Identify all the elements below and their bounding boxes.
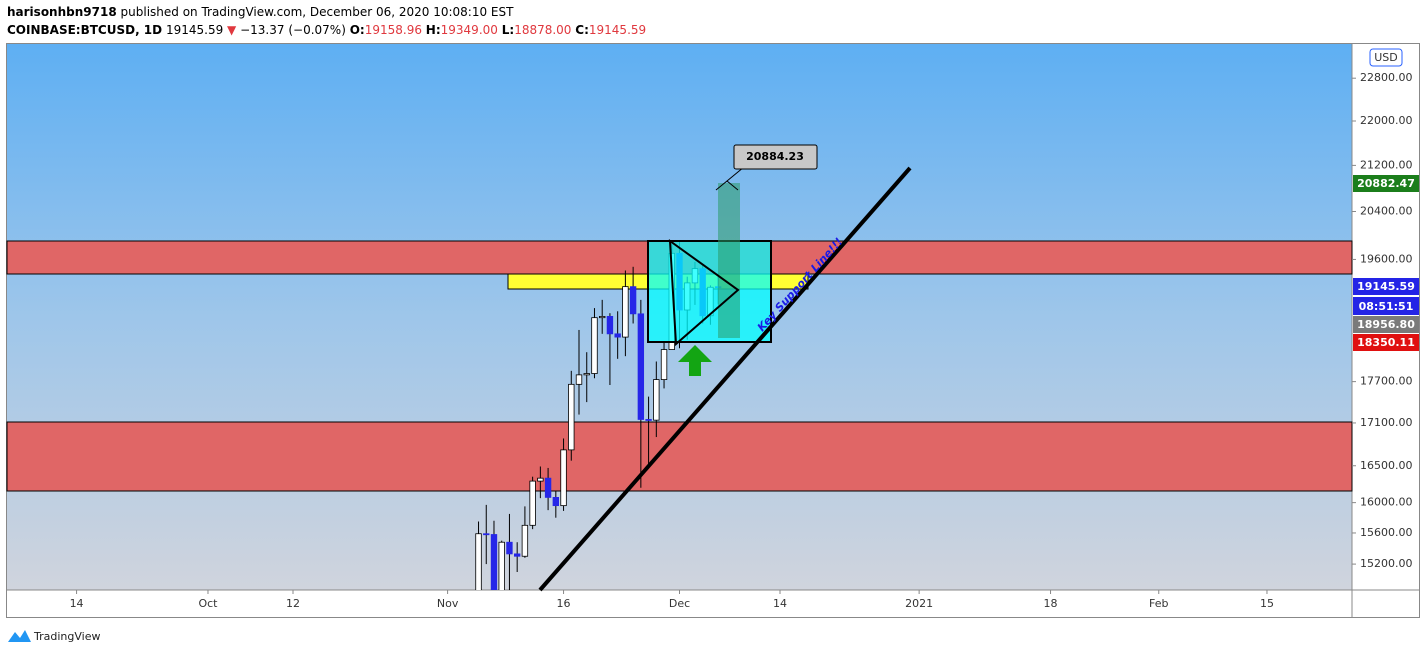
candle-body bbox=[537, 477, 544, 482]
publisher: harisonhbn9718 bbox=[7, 5, 117, 19]
y-tick-label: 15200.00 bbox=[1360, 557, 1413, 570]
symbol: COINBASE:BTCUSD, 1D bbox=[7, 23, 162, 37]
y-tick-label: 17700.00 bbox=[1360, 375, 1413, 388]
red-label: 18350.11 bbox=[1357, 336, 1415, 349]
projection bbox=[718, 183, 740, 338]
candle-body bbox=[552, 496, 560, 507]
footer: TradingView bbox=[8, 630, 100, 643]
currency-box[interactable] bbox=[1369, 48, 1403, 67]
candle-body bbox=[513, 553, 521, 557]
x-tick-label: Feb bbox=[1149, 597, 1168, 610]
o: 19158.96 bbox=[365, 23, 422, 37]
y-tick-label: 22000.00 bbox=[1360, 114, 1413, 127]
candle-body bbox=[544, 477, 552, 498]
x-tick-label: Dec bbox=[669, 597, 690, 610]
x-tick-label: Nov bbox=[437, 597, 459, 610]
target-label: 20882.47 bbox=[1357, 177, 1415, 190]
candle-body bbox=[660, 349, 668, 380]
candle-body bbox=[606, 316, 614, 335]
y-tick-label: 16000.00 bbox=[1360, 496, 1413, 509]
c-label: C: bbox=[575, 23, 589, 37]
trend-line bbox=[538, 166, 912, 592]
candle-body bbox=[568, 383, 575, 451]
y-tick-label: 16500.00 bbox=[1360, 459, 1413, 472]
pattern-box bbox=[647, 240, 772, 343]
callout-box bbox=[733, 144, 818, 170]
red-label-bg bbox=[1353, 334, 1419, 351]
l: 18878.00 bbox=[514, 23, 571, 37]
arrow: ▼ bbox=[227, 23, 237, 37]
y-tick-label: 15600.00 bbox=[1360, 526, 1413, 539]
candle-body bbox=[575, 374, 583, 385]
candle-body bbox=[653, 379, 660, 421]
candle-body bbox=[475, 533, 482, 590]
x-tick-label: Oct bbox=[198, 597, 218, 610]
candle-body bbox=[498, 541, 505, 590]
y-tick-label: 21200.00 bbox=[1360, 158, 1413, 171]
candle-body bbox=[645, 419, 652, 421]
y-tick-label: 19600.00 bbox=[1360, 252, 1413, 265]
gray-label-bg bbox=[1353, 316, 1419, 333]
l-label: L: bbox=[502, 23, 514, 37]
x-tick-label: 16 bbox=[557, 597, 571, 610]
up-arrow bbox=[678, 345, 712, 376]
candle-body bbox=[483, 533, 490, 536]
h: 19349.00 bbox=[441, 23, 498, 37]
candle-body bbox=[490, 534, 498, 590]
symbol-line: COINBASE:BTCUSD, 1D 19145.59 ▼ −13.37 (−… bbox=[7, 23, 646, 37]
o-label: O: bbox=[350, 23, 365, 37]
candle-body bbox=[629, 286, 637, 315]
x-tick-label: 2021 bbox=[905, 597, 933, 610]
x-tick-label: 14 bbox=[773, 597, 787, 610]
countdown: 08:51:51 bbox=[1359, 300, 1414, 313]
triangle bbox=[668, 238, 740, 347]
header-line: harisonhbn9718 published on TradingView.… bbox=[7, 5, 514, 19]
h-label: H: bbox=[426, 23, 441, 37]
candle-body bbox=[560, 449, 567, 507]
gray-label: 18956.80 bbox=[1357, 318, 1415, 331]
c: 19145.59 bbox=[589, 23, 646, 37]
currency: USD bbox=[1374, 51, 1398, 64]
candle-body bbox=[637, 313, 645, 420]
last-label-bg bbox=[1353, 278, 1419, 295]
axes: 15200.00 15600.00 16000.00 16500.00 17100.00… bbox=[70, 71, 1413, 610]
last-label: 19145.59 bbox=[1357, 280, 1415, 293]
x-tick-label: 12 bbox=[286, 597, 300, 610]
x-tick-label: 18 bbox=[1044, 597, 1058, 610]
change: −13.37 (−0.07%) bbox=[240, 23, 346, 37]
candle-body bbox=[591, 317, 598, 374]
target-label-bg bbox=[1353, 175, 1419, 192]
candle-body bbox=[599, 316, 606, 319]
y-tick-label: 20400.00 bbox=[1360, 204, 1413, 217]
price-labels: 20882.47 19145.59 08:51:51 18956.80 1835… bbox=[1353, 48, 1419, 351]
x-tick-label: 14 bbox=[70, 597, 84, 610]
y-tick-label: 17100.00 bbox=[1360, 416, 1413, 429]
candle-body bbox=[529, 480, 536, 526]
last: 19145.59 bbox=[166, 23, 223, 37]
candle-body bbox=[622, 286, 629, 338]
brand: TradingView bbox=[33, 630, 100, 643]
candle-body bbox=[506, 541, 513, 555]
countdown-bg bbox=[1353, 297, 1419, 315]
published-text: published on TradingView.com, December 0… bbox=[121, 5, 515, 19]
candle-body bbox=[583, 373, 590, 376]
candle-body bbox=[614, 333, 621, 338]
logo bbox=[8, 630, 31, 642]
frame bbox=[6, 43, 1420, 618]
y-tick-label: 22800.00 bbox=[1360, 71, 1413, 84]
callout-text: 20884.23 bbox=[746, 150, 804, 163]
x-tick-label: 15 bbox=[1260, 597, 1274, 610]
candle-body bbox=[521, 524, 529, 557]
